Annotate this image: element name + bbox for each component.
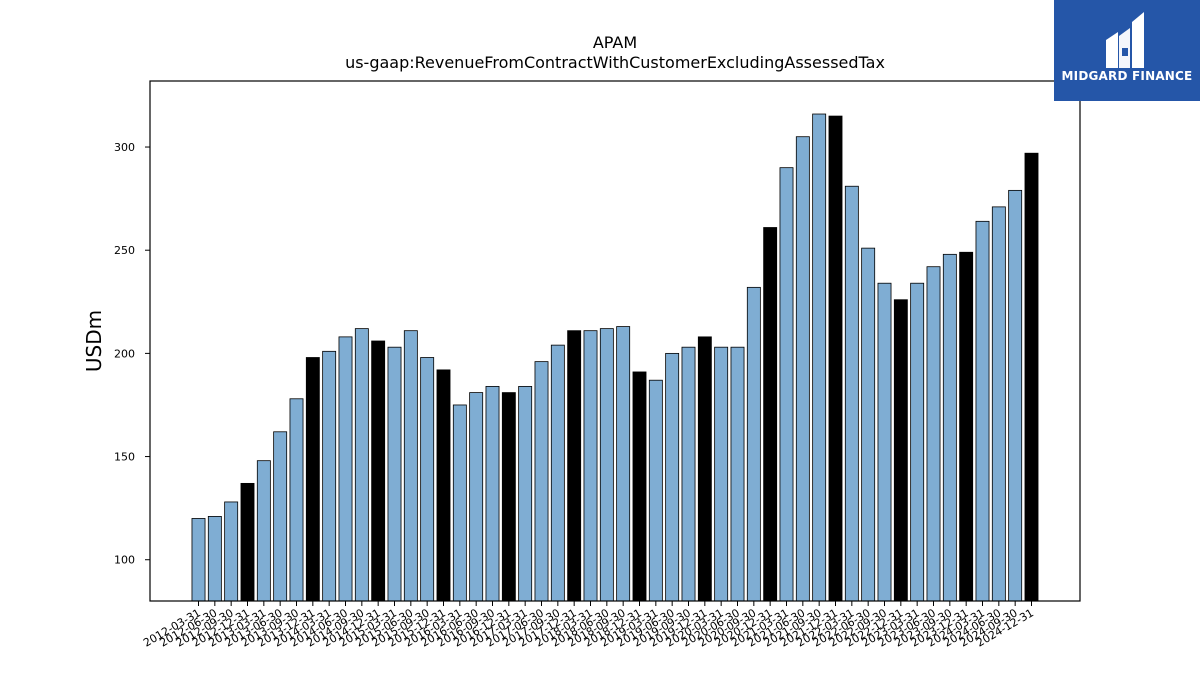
bar-2012-12-31	[240, 482, 255, 602]
bar-2024-09-30	[1008, 189, 1023, 602]
y-axis-label: USDm	[82, 310, 106, 372]
bar-2022-06-30	[861, 247, 876, 602]
y-tick-label: 100	[114, 554, 135, 567]
bar-2017-03-31	[518, 385, 533, 602]
bar-2013-03-31	[256, 460, 271, 602]
bar-2016-03-31	[452, 404, 467, 602]
bar-2023-06-30	[926, 266, 941, 602]
bar-2013-12-31	[305, 357, 320, 602]
y-axis: 100 150 200 250 300	[114, 141, 150, 567]
bar-2019-12-31	[697, 336, 712, 602]
bar-2022-12-31	[893, 299, 908, 602]
bars-group	[191, 113, 1039, 602]
bar-2018-06-30	[599, 328, 614, 602]
bar-2012-09-30	[224, 501, 239, 602]
bar-2015-12-31	[436, 369, 451, 602]
bar-2024-12-31	[1024, 152, 1039, 602]
bar-2016-06-30	[469, 392, 484, 602]
bar-2015-06-30	[403, 330, 418, 602]
midgard-finance-logo: MIDGARD FINANCE	[1054, 0, 1200, 101]
bar-2018-03-31	[583, 330, 598, 602]
bar-2017-06-30	[534, 361, 549, 602]
bar-2024-03-31	[975, 220, 990, 602]
chart-subtitle: us-gaap:RevenueFromContractWithCustomerE…	[345, 53, 885, 72]
bar-2019-09-30	[681, 346, 696, 602]
bar-2021-03-31	[779, 167, 794, 602]
bar-2021-12-31	[828, 115, 843, 602]
bar-2023-09-30	[942, 253, 957, 602]
bar-2022-03-31	[844, 185, 859, 602]
bar-2019-06-30	[665, 352, 680, 602]
bar-2014-06-30	[338, 336, 353, 602]
logo-text: MIDGARD FINANCE	[1061, 69, 1193, 83]
bar-2017-12-31	[567, 330, 582, 602]
bar-2018-12-31	[632, 371, 647, 602]
bar-2013-09-30	[289, 398, 304, 602]
x-axis: 2012-03-312012-06-302012-09-302012-12-31…	[141, 601, 1036, 650]
bar-2014-09-30	[354, 328, 369, 602]
bar-2014-12-31	[371, 340, 386, 602]
bar-2023-12-31	[959, 251, 974, 602]
bar-2019-03-31	[648, 379, 663, 602]
bar-2021-06-30	[795, 136, 810, 602]
bar-2022-09-30	[877, 282, 892, 602]
bar-2012-03-31	[191, 518, 206, 602]
bar-2016-12-31	[501, 392, 516, 602]
bar-2021-09-30	[812, 113, 827, 602]
logo-mark-icon	[1106, 12, 1144, 68]
y-tick-label: 200	[114, 347, 135, 360]
bar-2020-06-30	[730, 346, 745, 602]
bar-2023-03-31	[910, 282, 925, 602]
bar-2016-09-30	[485, 385, 500, 602]
bar-2018-09-30	[616, 326, 631, 602]
bar-2015-09-30	[420, 357, 435, 602]
bar-2020-09-30	[746, 286, 761, 602]
chart-title: APAM	[592, 33, 638, 52]
bar-2015-03-31	[387, 346, 402, 602]
plot-frame	[149, 80, 1081, 602]
bar-2012-06-30	[207, 516, 222, 602]
y-tick-label: 300	[114, 141, 135, 154]
bar-2020-12-31	[763, 227, 778, 602]
y-tick-label: 150	[114, 451, 135, 464]
bar-2013-06-30	[273, 431, 288, 602]
bar-2014-03-31	[322, 350, 337, 602]
bar-2017-09-30	[550, 344, 565, 602]
y-tick-label: 250	[114, 244, 135, 257]
bar-2024-06-30	[991, 206, 1006, 602]
bar-2020-03-31	[714, 346, 729, 602]
